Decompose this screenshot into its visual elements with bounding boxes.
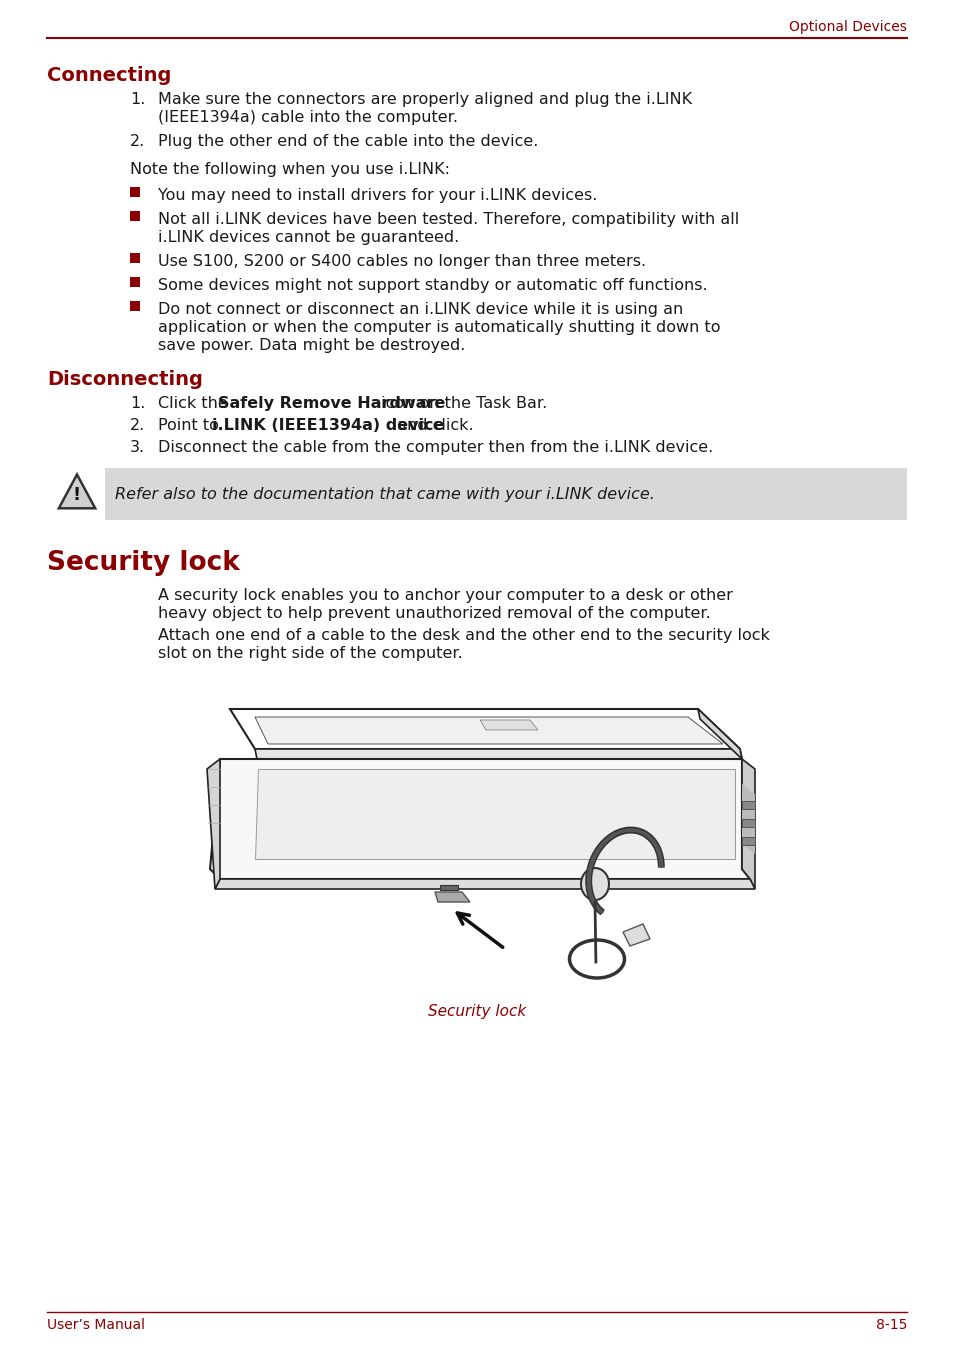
Text: A security lock enables you to anchor your computer to a desk or other: A security lock enables you to anchor yo… (158, 588, 732, 603)
Polygon shape (254, 769, 734, 859)
Text: Refer also to the documentation that came with your i.LINK device.: Refer also to the documentation that cam… (115, 486, 654, 501)
Text: Plug the other end of the cable into the device.: Plug the other end of the cable into the… (158, 134, 537, 149)
Text: Do not connect or disconnect an i.LINK device while it is using an: Do not connect or disconnect an i.LINK d… (158, 303, 682, 317)
Bar (130, 211, 140, 222)
Text: i.LINK (IEEE1394a) device: i.LINK (IEEE1394a) device (212, 417, 444, 434)
Text: 3.: 3. (130, 440, 145, 455)
Ellipse shape (580, 867, 608, 900)
Text: Point to: Point to (158, 417, 224, 434)
Polygon shape (622, 924, 649, 946)
Text: i.LINK devices cannot be guaranteed.: i.LINK devices cannot be guaranteed. (158, 230, 458, 245)
Polygon shape (254, 748, 741, 759)
Text: Some devices might not support standby or automatic off functions.: Some devices might not support standby o… (158, 278, 707, 293)
Polygon shape (435, 892, 470, 902)
Bar (130, 186, 140, 197)
Text: slot on the right side of the computer.: slot on the right side of the computer. (158, 646, 462, 661)
Text: Make sure the connectors are properly aligned and plug the i.LINK: Make sure the connectors are properly al… (158, 92, 691, 107)
Text: save power. Data might be destroyed.: save power. Data might be destroyed. (158, 338, 465, 353)
Bar (741, 838, 754, 844)
Text: Security lock: Security lock (47, 550, 239, 576)
Bar (105, 467, 906, 520)
Polygon shape (230, 709, 740, 748)
Text: Optional Devices: Optional Devices (788, 20, 906, 34)
Bar (741, 801, 754, 809)
Polygon shape (59, 474, 95, 508)
Text: Click the: Click the (158, 396, 233, 411)
Bar (741, 819, 754, 827)
Text: Note the following when you use i.LINK:: Note the following when you use i.LINK: (130, 162, 450, 177)
Text: Disconnect the cable from the computer then from the i.LINK device.: Disconnect the cable from the computer t… (158, 440, 713, 455)
Text: Use S100, S200 or S400 cables no longer than three meters.: Use S100, S200 or S400 cables no longer … (158, 254, 645, 269)
Polygon shape (698, 709, 741, 759)
Text: and click.: and click. (392, 417, 473, 434)
Text: !: ! (72, 486, 81, 504)
Text: heavy object to help prevent unauthorized removal of the computer.: heavy object to help prevent unauthorize… (158, 607, 710, 621)
Bar (130, 277, 140, 286)
Text: User’s Manual: User’s Manual (47, 1319, 145, 1332)
Text: application or when the computer is automatically shutting it down to: application or when the computer is auto… (158, 320, 720, 335)
Text: 8-15: 8-15 (875, 1319, 906, 1332)
Polygon shape (479, 720, 537, 730)
Text: Connecting: Connecting (47, 66, 172, 85)
Polygon shape (741, 784, 754, 854)
Text: 2.: 2. (130, 134, 145, 149)
Text: You may need to install drivers for your i.LINK devices.: You may need to install drivers for your… (158, 188, 597, 203)
Bar (130, 253, 140, 263)
Text: Safely Remove Hardware: Safely Remove Hardware (218, 396, 445, 411)
Text: 1.: 1. (130, 396, 145, 411)
Text: Security lock: Security lock (428, 1004, 525, 1019)
Text: Not all i.LINK devices have been tested. Therefore, compatibility with all: Not all i.LINK devices have been tested.… (158, 212, 739, 227)
Bar (130, 301, 140, 311)
Polygon shape (214, 880, 754, 889)
Text: 2.: 2. (130, 417, 145, 434)
Text: Attach one end of a cable to the desk and the other end to the security lock: Attach one end of a cable to the desk an… (158, 628, 769, 643)
Text: (IEEE1394a) cable into the computer.: (IEEE1394a) cable into the computer. (158, 109, 457, 126)
Bar (439, 885, 457, 890)
Text: icon on the Task Bar.: icon on the Task Bar. (376, 396, 547, 411)
Polygon shape (254, 717, 722, 744)
Polygon shape (210, 759, 749, 880)
Polygon shape (207, 759, 220, 889)
Polygon shape (741, 759, 754, 889)
Text: 1.: 1. (130, 92, 145, 107)
Text: Disconnecting: Disconnecting (47, 370, 203, 389)
